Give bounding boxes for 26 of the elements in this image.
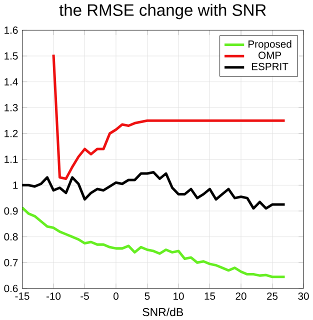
y-tick-label: 1.5 — [4, 52, 18, 60]
x-tick-label: 15 — [204, 292, 216, 300]
legend-label: Proposed — [248, 40, 292, 50]
legend-label: ESPRIT — [252, 62, 288, 70]
y-tick-label: 0.6 — [4, 284, 18, 292]
x-tick-label: -15 — [15, 292, 30, 300]
y-tick-label: 0.7 — [4, 258, 18, 266]
chart-title: the RMSE change with SNR — [59, 4, 266, 20]
x-axis-title: SNR/dB — [142, 308, 183, 316]
y-tick-label: 1.4 — [4, 78, 18, 86]
y-tick-label: 1 — [13, 182, 18, 189]
x-tick-label: 0 — [113, 292, 118, 300]
x-tick-label: 10 — [174, 292, 184, 300]
x-tick-label: 30 — [298, 292, 309, 300]
legend-label: OMP — [258, 52, 281, 59]
x-tick-label: 5 — [144, 292, 150, 300]
y-tick-label: 1.6 — [4, 26, 18, 34]
x-tick-label: -5 — [80, 292, 89, 300]
x-tick-label: 20 — [236, 292, 246, 300]
x-tick-label: 25 — [267, 292, 278, 300]
y-tick-label: 0.9 — [4, 207, 18, 215]
x-tick-label: -10 — [46, 292, 61, 300]
y-tick-label: 1.3 — [4, 104, 18, 112]
y-tick-label: 1.1 — [4, 156, 18, 163]
y-tick-label: 0.8 — [4, 233, 18, 240]
y-tick-label: 1.2 — [4, 130, 18, 138]
